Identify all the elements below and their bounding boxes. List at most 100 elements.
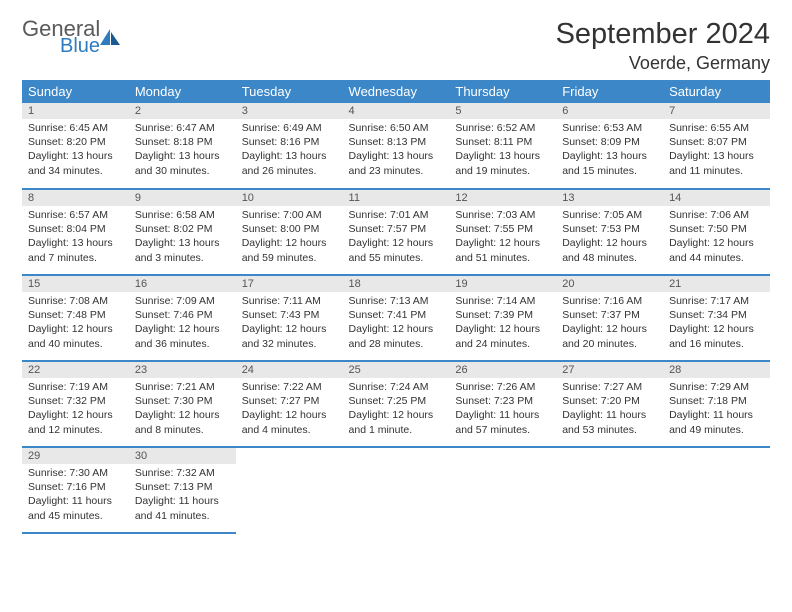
day-line: Sunset: 7:50 PM — [669, 222, 764, 236]
day-line: Sunrise: 7:00 AM — [242, 208, 337, 222]
day-number: 12 — [449, 190, 556, 206]
month-title: September 2024 — [556, 18, 770, 51]
day-number: 30 — [129, 448, 236, 464]
calendar-cell: 15Sunrise: 7:08 AMSunset: 7:48 PMDayligh… — [22, 275, 129, 361]
day-line: and 51 minutes. — [455, 251, 550, 265]
header: General Blue September 2024 Voerde, Germ… — [22, 18, 770, 74]
calendar-cell: 13 Sunrise: 7:05 AMSunset: 7:53 PMDayligh… — [556, 189, 663, 275]
day-line: and 59 minutes. — [242, 251, 337, 265]
calendar-cell: 7Sunrise: 6:55 AMSunset: 8:07 PMDaylight… — [663, 103, 770, 189]
day-line: Sunset: 7:39 PM — [455, 308, 550, 322]
calendar-cell: 16Sunrise: 7:09 AMSunset: 7:46 PMDayligh… — [129, 275, 236, 361]
calendar-cell: 18Sunrise: 7:13 AMSunset: 7:41 PMDayligh… — [343, 275, 450, 361]
day-content: Sunrise: 6:47 AMSunset: 8:18 PMDaylight:… — [129, 119, 236, 182]
day-line: Sunrise: 7:03 AM — [455, 208, 550, 222]
day-number: 7 — [663, 103, 770, 119]
day-line: Sunset: 7:32 PM — [28, 394, 123, 408]
calendar-cell: 1Sunrise: 6:45 AMSunset: 8:20 PMDaylight… — [22, 103, 129, 189]
day-number: 8 — [22, 190, 129, 206]
day-line: Daylight: 12 hours — [28, 408, 123, 422]
day-content: Sunrise: 7:29 AMSunset: 7:18 PMDaylight:… — [663, 378, 770, 441]
day-number: 9 — [129, 190, 236, 206]
day-line: Daylight: 13 hours — [455, 149, 550, 163]
day-line: Sunset: 7:55 PM — [455, 222, 550, 236]
day-number: 21 — [663, 276, 770, 292]
calendar-cell: 20Sunrise: 7:16 AMSunset: 7:37 PMDayligh… — [556, 275, 663, 361]
day-line: Sunset: 7:46 PM — [135, 308, 230, 322]
day-line: Sunrise: 6:49 AM — [242, 121, 337, 135]
day-line: Sunset: 7:20 PM — [562, 394, 657, 408]
day-line: and 20 minutes. — [562, 337, 657, 351]
day-line: Sunset: 8:18 PM — [135, 135, 230, 149]
day-line: Daylight: 11 hours — [669, 408, 764, 422]
day-line: Sunrise: 7:17 AM — [669, 294, 764, 308]
day-number: 1 — [22, 103, 129, 119]
day-line: Daylight: 11 hours — [28, 494, 123, 508]
day-number: 18 — [343, 276, 450, 292]
day-line: Sunrise: 7:05 AM — [562, 208, 657, 222]
day-line: Sunrise: 7:14 AM — [455, 294, 550, 308]
day-line: Sunset: 7:53 PM — [562, 222, 657, 236]
day-content: Sunrise: 7:17 AMSunset: 7:34 PMDaylight:… — [663, 292, 770, 355]
day-content: Sunrise: 7:30 AMSunset: 7:16 PMDaylight:… — [22, 464, 129, 527]
day-line: Daylight: 13 hours — [28, 149, 123, 163]
calendar-week-row: 8Sunrise: 6:57 AMSunset: 8:04 PMDaylight… — [22, 189, 770, 275]
day-number: 17 — [236, 276, 343, 292]
day-header: Sunday — [22, 80, 129, 103]
day-content: Sunrise: 6:57 AMSunset: 8:04 PMDaylight:… — [22, 206, 129, 269]
day-content: Sunrise: 7:09 AMSunset: 7:46 PMDaylight:… — [129, 292, 236, 355]
day-line: Sunset: 7:57 PM — [349, 222, 444, 236]
day-line: Sunset: 7:18 PM — [669, 394, 764, 408]
day-number: 14 — [663, 190, 770, 206]
day-line: Sunrise: 7:24 AM — [349, 380, 444, 394]
day-number: 29 — [22, 448, 129, 464]
day-content: Sunrise: 6:45 AMSunset: 8:20 PMDaylight:… — [22, 119, 129, 182]
day-line: and 48 minutes. — [562, 251, 657, 265]
day-line: and 15 minutes. — [562, 164, 657, 178]
day-line: Sunrise: 7:22 AM — [242, 380, 337, 394]
calendar-cell: 28Sunrise: 7:29 AMSunset: 7:18 PMDayligh… — [663, 361, 770, 447]
day-line: Sunrise: 7:27 AM — [562, 380, 657, 394]
day-line: Daylight: 12 hours — [562, 236, 657, 250]
calendar-cell: 21Sunrise: 7:17 AMSunset: 7:34 PMDayligh… — [663, 275, 770, 361]
calendar-cell: 27Sunrise: 7:27 AMSunset: 7:20 PMDayligh… — [556, 361, 663, 447]
day-line: Sunset: 8:11 PM — [455, 135, 550, 149]
day-line: Sunrise: 6:57 AM — [28, 208, 123, 222]
day-number: 16 — [129, 276, 236, 292]
day-line: Daylight: 13 hours — [135, 236, 230, 250]
calendar-cell — [343, 447, 450, 533]
day-line: Sunset: 7:37 PM — [562, 308, 657, 322]
day-line: Sunset: 7:48 PM — [28, 308, 123, 322]
calendar-cell: 14Sunrise: 7:06 AMSunset: 7:50 PMDayligh… — [663, 189, 770, 275]
day-line: and 7 minutes. — [28, 251, 123, 265]
day-line: Daylight: 12 hours — [242, 322, 337, 336]
day-line: Sunset: 8:02 PM — [135, 222, 230, 236]
day-number: 23 — [129, 362, 236, 378]
day-line: Sunset: 8:00 PM — [242, 222, 337, 236]
day-line: and 32 minutes. — [242, 337, 337, 351]
day-line: Daylight: 11 hours — [562, 408, 657, 422]
day-line: and 49 minutes. — [669, 423, 764, 437]
day-content: Sunrise: 7:13 AMSunset: 7:41 PMDaylight:… — [343, 292, 450, 355]
calendar-cell: 19Sunrise: 7:14 AMSunset: 7:39 PMDayligh… — [449, 275, 556, 361]
day-content: Sunrise: 6:49 AMSunset: 8:16 PMDaylight:… — [236, 119, 343, 182]
day-line: and 4 minutes. — [242, 423, 337, 437]
day-content: Sunrise: 7:19 AMSunset: 7:32 PMDaylight:… — [22, 378, 129, 441]
day-line: Sunset: 7:16 PM — [28, 480, 123, 494]
day-line: and 12 minutes. — [28, 423, 123, 437]
day-line: and 36 minutes. — [135, 337, 230, 351]
day-line: Sunrise: 7:01 AM — [349, 208, 444, 222]
day-content: Sunrise: 7:14 AMSunset: 7:39 PMDaylight:… — [449, 292, 556, 355]
day-number: 13 — [556, 190, 663, 206]
day-line: Daylight: 12 hours — [242, 236, 337, 250]
day-line: Sunset: 8:09 PM — [562, 135, 657, 149]
day-line: and 40 minutes. — [28, 337, 123, 351]
day-number: 20 — [556, 276, 663, 292]
day-line: Sunrise: 7:08 AM — [28, 294, 123, 308]
day-line: Daylight: 13 hours — [669, 149, 764, 163]
calendar-cell: 3Sunrise: 6:49 AMSunset: 8:16 PMDaylight… — [236, 103, 343, 189]
calendar-cell: 2Sunrise: 6:47 AMSunset: 8:18 PMDaylight… — [129, 103, 236, 189]
calendar-week-row: 29Sunrise: 7:30 AMSunset: 7:16 PMDayligh… — [22, 447, 770, 533]
day-line: Sunrise: 7:29 AM — [669, 380, 764, 394]
day-line: Sunrise: 7:19 AM — [28, 380, 123, 394]
